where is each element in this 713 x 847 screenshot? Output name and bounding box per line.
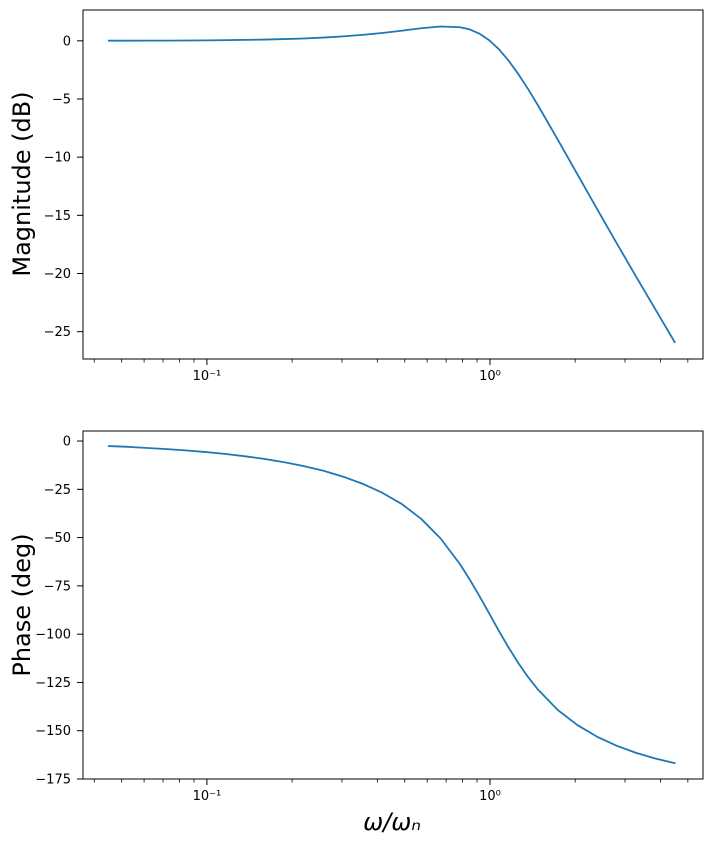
y-tick-label: −25 — [44, 483, 71, 498]
magnitude-axis-label: Magnitude (dB) — [8, 91, 36, 277]
y-tick-label: −25 — [44, 325, 71, 340]
axes-frame — [82, 9, 704, 360]
y-tick-label: −50 — [44, 531, 71, 546]
magnitude-plot: 10⁻¹ 10⁰ 0 −5 −10 −15 −20 −25 — [44, 9, 704, 384]
y-tick-label: 0 — [63, 34, 71, 49]
x-tick-label: 10⁰ — [479, 789, 501, 804]
frequency-axis-label: ω/ωₙ — [363, 808, 421, 836]
y-tick-label: −10 — [44, 151, 71, 166]
y-tick-label: −75 — [44, 579, 71, 594]
x-tick-label: 10⁻¹ — [193, 369, 222, 384]
y-tick-label: −125 — [35, 676, 71, 691]
phase-curve — [107, 445, 676, 765]
y-tick-label: −150 — [35, 724, 71, 739]
y-tick-label: −20 — [44, 267, 71, 282]
y-tick-label: −15 — [44, 209, 71, 224]
y-tick-label: −100 — [35, 628, 71, 643]
y-tick-label: 0 — [63, 435, 71, 450]
phase-axis-label: Phase (deg) — [8, 533, 36, 677]
x-tick-label: 10⁻¹ — [193, 789, 222, 804]
y-tick-label: −5 — [52, 92, 71, 107]
x-tick-label: 10⁰ — [479, 369, 501, 384]
axes-frame — [82, 430, 704, 780]
y-tick-label: −175 — [35, 773, 71, 788]
phase-plot: 10⁻¹ 10⁰ 0 −25 −50 −75 −100 −125 −150 −175 — [35, 430, 704, 804]
magnitude-curve — [107, 25, 676, 344]
